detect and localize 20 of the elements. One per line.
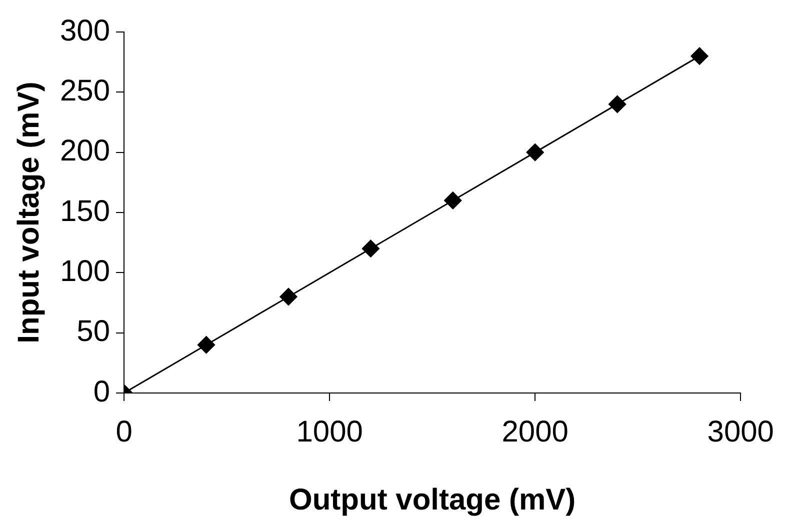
point	[198, 336, 216, 354]
y-tick-label: 150	[60, 194, 110, 228]
x-tick-label: 1000	[296, 415, 363, 448]
y-tick-label: 200	[60, 134, 110, 168]
y-tick-label: 300	[60, 14, 110, 48]
x-tick-label: 3000	[707, 415, 774, 448]
y-axis-title: Input voltage (mV)	[12, 82, 46, 344]
y-tick-label: 100	[60, 254, 110, 288]
x-axis-title: Output voltage (mV)	[289, 483, 576, 516]
y-tick-label: 250	[60, 74, 110, 108]
point	[690, 47, 708, 65]
point	[280, 288, 298, 306]
y-tick-label: 50	[76, 315, 110, 348]
point	[526, 144, 544, 162]
x-tick-label: 0	[116, 415, 132, 448]
y-tick-label: 0	[93, 375, 110, 408]
point	[362, 240, 380, 258]
x-tick-label: 2000	[502, 415, 568, 448]
point	[608, 95, 626, 113]
point	[444, 192, 462, 210]
